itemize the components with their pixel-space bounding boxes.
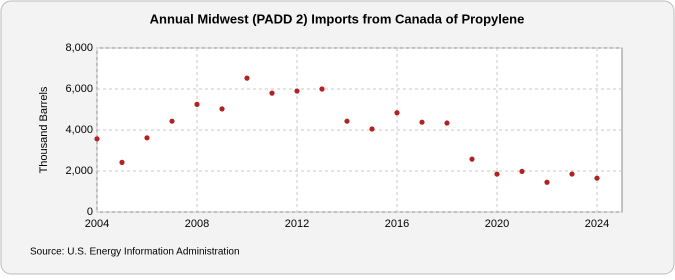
chart-title: Annual Midwest (PADD 2) Imports from Can…	[150, 11, 525, 26]
point	[94, 136, 100, 142]
point	[319, 86, 325, 92]
y-tick-label: 4,000	[65, 124, 93, 136]
point	[369, 126, 375, 132]
point	[419, 119, 425, 125]
x-tick-label: 2016	[385, 218, 409, 230]
point	[219, 106, 225, 112]
point	[144, 135, 150, 141]
point	[494, 171, 500, 177]
y-axis-label: Thousand Barrels	[38, 86, 50, 173]
point	[344, 118, 350, 124]
point	[519, 168, 525, 175]
point	[169, 118, 175, 124]
point	[119, 159, 125, 165]
x-tick-label: 2004	[85, 218, 109, 230]
y-tick-label: 6,000	[65, 83, 93, 95]
plot-area	[96, 47, 623, 213]
point	[269, 90, 275, 96]
point	[469, 156, 475, 162]
point	[544, 179, 550, 185]
point	[194, 101, 200, 107]
point	[244, 75, 250, 81]
y-tick-label: 0	[87, 206, 93, 218]
x-tick-label: 2024	[585, 218, 609, 230]
point	[394, 110, 400, 116]
point	[594, 175, 600, 181]
x-tick-label: 2008	[185, 218, 209, 230]
point	[569, 171, 575, 177]
point	[294, 88, 300, 94]
y-tick-label: 8,000	[65, 42, 93, 54]
x-tick-label: 2020	[485, 218, 509, 230]
y-tick-label: 2,000	[65, 165, 93, 177]
source: Source: U.S. Energy Information Administ…	[30, 247, 240, 258]
x-tick-label: 2012	[285, 218, 309, 230]
point	[444, 120, 450, 126]
